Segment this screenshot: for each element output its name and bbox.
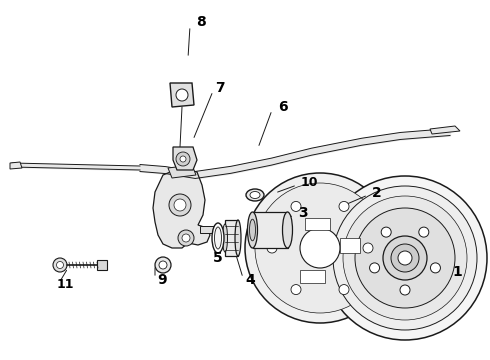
Circle shape bbox=[176, 152, 190, 166]
Circle shape bbox=[255, 183, 385, 313]
Circle shape bbox=[176, 89, 188, 101]
Circle shape bbox=[419, 227, 429, 237]
Circle shape bbox=[53, 258, 67, 272]
Circle shape bbox=[381, 227, 391, 237]
Polygon shape bbox=[173, 147, 197, 170]
Polygon shape bbox=[168, 165, 196, 178]
Circle shape bbox=[369, 263, 380, 273]
Circle shape bbox=[300, 228, 340, 268]
Polygon shape bbox=[252, 212, 288, 248]
Ellipse shape bbox=[215, 227, 221, 249]
Circle shape bbox=[430, 263, 441, 273]
Text: 4: 4 bbox=[245, 273, 255, 287]
Text: 3: 3 bbox=[298, 206, 308, 220]
Polygon shape bbox=[97, 260, 107, 270]
Text: 10: 10 bbox=[301, 176, 318, 189]
Polygon shape bbox=[225, 220, 238, 256]
Circle shape bbox=[291, 284, 301, 294]
Polygon shape bbox=[305, 218, 330, 230]
Circle shape bbox=[339, 284, 349, 294]
Circle shape bbox=[267, 243, 277, 253]
Circle shape bbox=[363, 243, 373, 253]
Text: 2: 2 bbox=[372, 186, 382, 200]
Circle shape bbox=[155, 257, 171, 273]
Polygon shape bbox=[170, 83, 194, 107]
Text: 9: 9 bbox=[157, 273, 167, 287]
Circle shape bbox=[391, 244, 419, 272]
Ellipse shape bbox=[235, 220, 241, 256]
Polygon shape bbox=[10, 162, 22, 169]
Circle shape bbox=[159, 261, 167, 269]
Circle shape bbox=[323, 176, 487, 340]
Text: 11: 11 bbox=[57, 279, 74, 292]
Polygon shape bbox=[430, 126, 460, 134]
Ellipse shape bbox=[247, 212, 258, 248]
Circle shape bbox=[56, 261, 64, 269]
Polygon shape bbox=[200, 226, 215, 233]
Ellipse shape bbox=[246, 189, 264, 201]
Circle shape bbox=[291, 202, 301, 211]
Circle shape bbox=[339, 202, 349, 211]
Ellipse shape bbox=[222, 224, 227, 252]
Circle shape bbox=[333, 186, 477, 330]
Circle shape bbox=[178, 230, 194, 246]
Ellipse shape bbox=[249, 219, 255, 241]
Circle shape bbox=[169, 194, 191, 216]
Circle shape bbox=[182, 234, 190, 242]
Text: 6: 6 bbox=[278, 100, 288, 114]
Circle shape bbox=[245, 173, 395, 323]
Circle shape bbox=[398, 251, 412, 265]
Circle shape bbox=[355, 208, 455, 308]
Ellipse shape bbox=[250, 192, 260, 198]
Ellipse shape bbox=[212, 223, 224, 253]
Polygon shape bbox=[340, 238, 360, 253]
Ellipse shape bbox=[283, 212, 293, 248]
Polygon shape bbox=[300, 270, 325, 283]
Text: 1: 1 bbox=[452, 265, 462, 279]
Text: 5: 5 bbox=[213, 251, 223, 265]
Text: 8: 8 bbox=[196, 15, 206, 29]
Circle shape bbox=[174, 199, 186, 211]
Circle shape bbox=[400, 285, 410, 295]
Circle shape bbox=[343, 196, 467, 320]
Circle shape bbox=[180, 156, 186, 162]
Circle shape bbox=[383, 236, 427, 280]
Text: 7: 7 bbox=[215, 81, 224, 95]
Polygon shape bbox=[153, 168, 210, 248]
